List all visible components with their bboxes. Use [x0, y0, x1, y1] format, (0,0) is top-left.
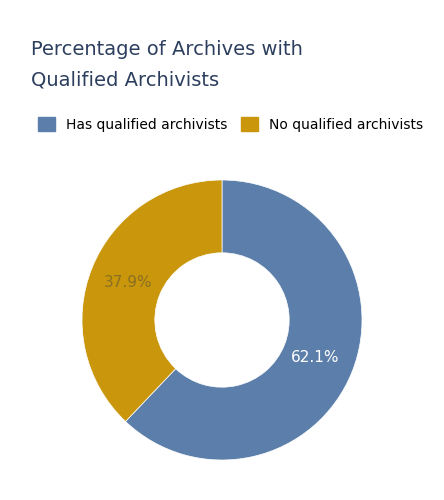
Wedge shape: [126, 180, 362, 460]
Text: 37.9%: 37.9%: [104, 275, 153, 290]
Text: Qualified Archivists: Qualified Archivists: [31, 70, 219, 89]
Wedge shape: [82, 180, 222, 422]
Text: Percentage of Archives with: Percentage of Archives with: [31, 40, 303, 59]
Text: 62.1%: 62.1%: [291, 350, 340, 365]
Legend: Has qualified archivists, No qualified archivists: Has qualified archivists, No qualified a…: [38, 117, 423, 132]
